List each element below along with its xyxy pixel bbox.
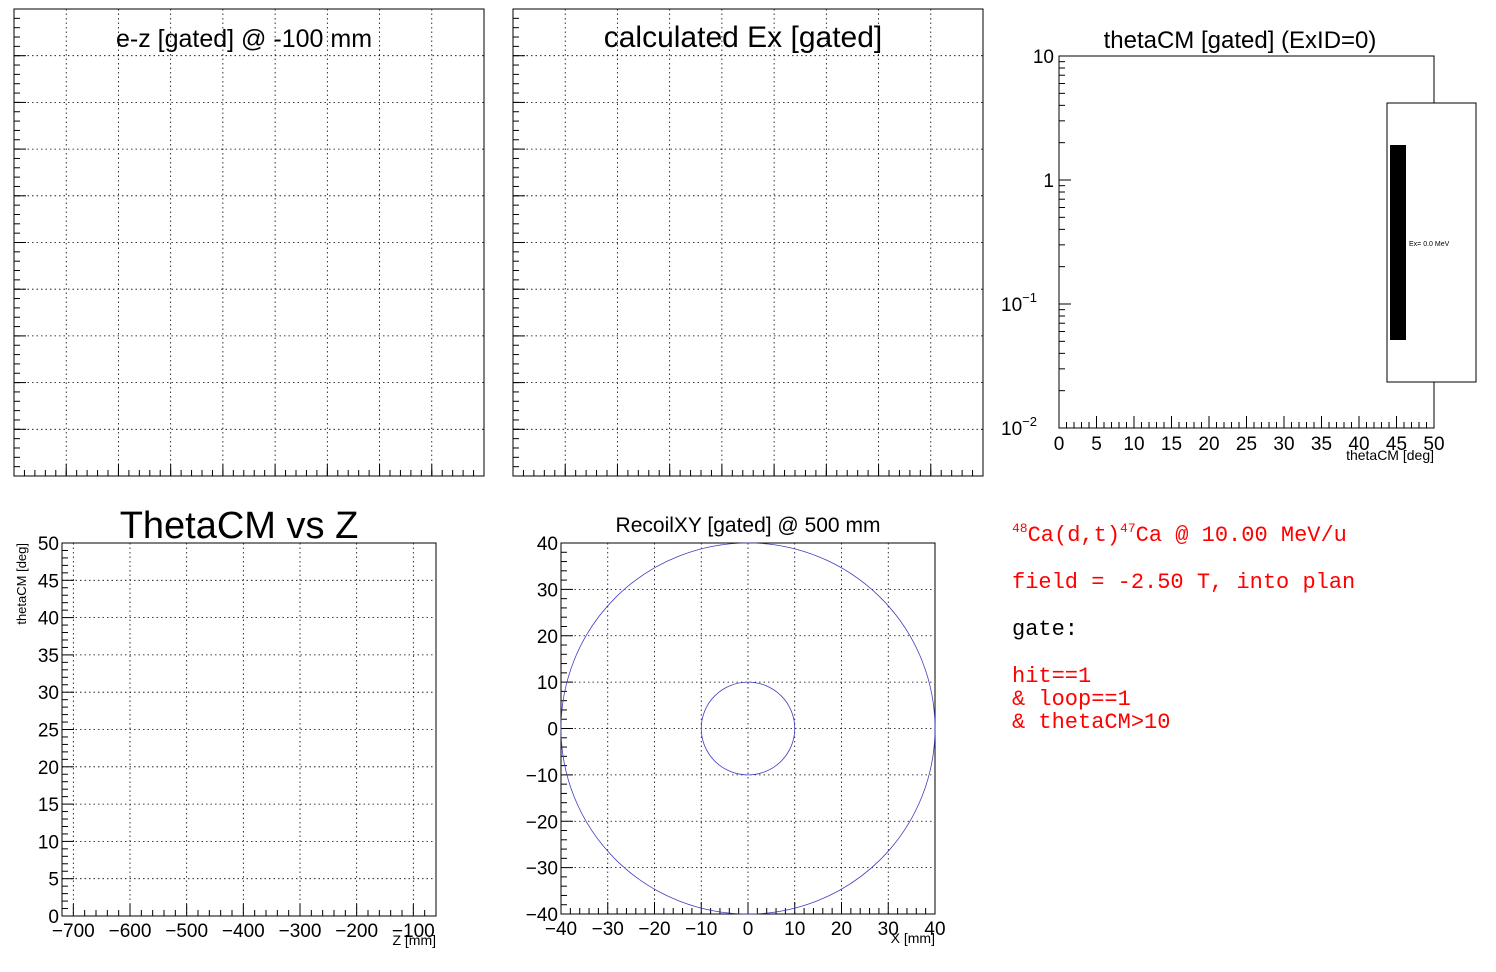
thetacm-ytick-base: 10: [1001, 295, 1022, 316]
thetacm-xtick-label: 40: [1348, 434, 1369, 455]
thetaz-ytick-label: 45: [38, 571, 59, 592]
thetaz-xtick-label: −600: [109, 921, 152, 942]
thetacm-ytick-exp: −2: [1022, 414, 1037, 429]
thetacm-ytick-label: 10: [1033, 47, 1054, 68]
thetacm-ytick-exp: −1: [1022, 290, 1037, 305]
thetacm-ytick-base: 10: [1001, 419, 1022, 440]
ez-title: e-z [gated] @ -100 mm: [116, 25, 372, 53]
thetaz-xtick-label: −100: [392, 921, 435, 942]
thetaz-ytick-label: 30: [38, 683, 59, 704]
thetaz-ytick-label: 20: [38, 758, 59, 779]
thetacm-xtick-label: 25: [1236, 434, 1257, 455]
thetaz-ytick-label: 50: [38, 534, 59, 555]
recoil-xtick-label: 0: [743, 919, 754, 940]
thetaz-ylabel: thetaCM [deg]: [14, 543, 29, 625]
thetaz-title: ThetaCM vs Z: [120, 505, 359, 547]
recoil-ytick-label: −20: [526, 812, 558, 833]
thetacm-xtick-label: 0: [1054, 434, 1065, 455]
thetaz-ytick-label: 10: [38, 832, 59, 853]
ex-panel: [512, 8, 984, 477]
recoil-inner-circle: [700, 681, 796, 776]
field-text: field = -2.50 T, into plan: [1012, 570, 1355, 595]
thetaz-xtick-label: −500: [165, 921, 208, 942]
thetacm-frame: [1058, 55, 1435, 429]
thetacm-ytick-label: 10−2: [1001, 414, 1037, 440]
thetacm-ytick-base: 1: [1043, 171, 1054, 192]
recoil-ytick-label: −10: [526, 766, 558, 787]
thetaz-xtick-label: −300: [279, 921, 322, 942]
thetacm-legend-label: Ex= 0.0 MeV: [1409, 241, 1450, 248]
thetaz-xtick-label: −400: [222, 921, 265, 942]
thetaz-ytick-label: 0: [48, 907, 59, 928]
recoil-ytick-label: 10: [537, 673, 558, 694]
reaction-text: 48Ca(d,t)47Ca @ 10.00 MeV/u: [1012, 521, 1347, 548]
gate-label: gate:: [1012, 617, 1078, 642]
recoil-xtick-label: 20: [831, 919, 852, 940]
recoil-xtick-label: 10: [784, 919, 805, 940]
reaction-mass-2: 47: [1120, 521, 1136, 536]
reaction-part-1: Ca(d,t): [1028, 523, 1120, 548]
thetacm-xtick-label: 5: [1091, 434, 1102, 455]
gate-line-1: hit==1: [1012, 664, 1091, 689]
thetaz-ytick-label: 25: [38, 721, 59, 742]
ez-panel: [13, 8, 485, 477]
thetacm-xtick-label: 20: [1198, 434, 1219, 455]
thetaz-ytick-label: 15: [38, 795, 59, 816]
gate-line-3: & thetaCM>10: [1012, 710, 1170, 735]
ex-title: calculated Ex [gated]: [604, 21, 883, 54]
recoil-title: RecoilXY [gated] @ 500 mm: [616, 514, 881, 537]
thetaz-xtick-label: −700: [52, 921, 95, 942]
recoil-xtick-label: −10: [685, 919, 717, 940]
recoil-ytick-label: 30: [537, 580, 558, 601]
recoilxy-panel: −40 −30 −20 −10 0 10 20 30 40403020100−10−20−30−…: [526, 534, 946, 946]
thetacm-vs-z-panel: −700 −600 −500 −400 −300 −200 −100 0 5 10 15 20 25 30…: [14, 534, 437, 948]
recoil-ytick-label: −30: [526, 859, 558, 880]
recoil-ytick-label: 20: [537, 627, 558, 648]
recoil-xlabel: X [mm]: [891, 930, 935, 946]
recoil-xtick-label: −30: [592, 919, 624, 940]
thetaz-ytick-label: 5: [48, 870, 59, 891]
thetacm-ytick-label: 1: [1043, 171, 1054, 192]
thetaz-ytick-label: 35: [38, 646, 59, 667]
recoil-outer-circle: [560, 542, 936, 915]
recoil-ytick-label: 0: [547, 720, 558, 741]
thetacm-xtick-label: 30: [1273, 434, 1294, 455]
reaction-part-2: Ca @ 10.00 MeV/u: [1136, 523, 1347, 548]
thetacm-xtick-label: 10: [1123, 434, 1144, 455]
recoil-ytick-label: 40: [537, 534, 558, 555]
recoil-ytick-label: −40: [526, 905, 558, 926]
recoil-xtick-label: −20: [638, 919, 670, 940]
thetacm-title: thetaCM [gated] (ExID=0): [1104, 27, 1377, 54]
recoil-xtick-label: −40: [545, 919, 577, 940]
thetacm-xlabel: thetaCM [deg]: [1346, 447, 1434, 463]
thetacm-ytick-base: 10: [1033, 47, 1054, 68]
thetacm-ytick-label: 10−1: [1001, 290, 1037, 316]
thetaz-xtick-label: −200: [335, 921, 378, 942]
thetaz-ytick-label: 40: [38, 609, 59, 630]
thetacm-xtick-label: 35: [1311, 434, 1332, 455]
thetaz-frame: [61, 542, 437, 917]
thetacm-legend-swatch: [1390, 145, 1406, 340]
recoil-xtick-label: 30: [878, 919, 899, 940]
thetacm-xtick-label: 15: [1161, 434, 1182, 455]
thetacm-xtick-label: 50: [1423, 434, 1444, 455]
thetacm-xtick-label: 45: [1386, 434, 1407, 455]
recoil-xtick-label: 40: [924, 919, 945, 940]
gate-line-2: & loop==1: [1012, 687, 1131, 712]
thetaz-xlabel: Z [mm]: [392, 932, 436, 948]
reaction-mass-1: 48: [1012, 521, 1028, 536]
